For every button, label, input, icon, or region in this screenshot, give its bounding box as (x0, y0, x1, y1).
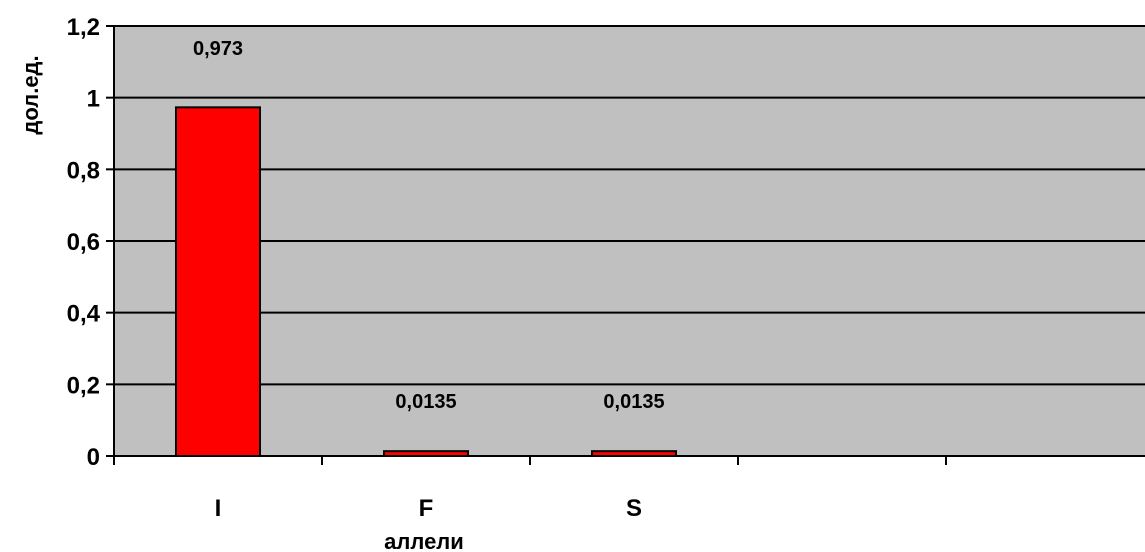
data-label-S: 0,0135 (603, 391, 664, 413)
y-tick-label: 1,2 (67, 14, 100, 41)
y-tick-label: 1 (87, 86, 100, 113)
data-label-I: 0,973 (193, 38, 243, 60)
x-tick-label-I: I (215, 495, 222, 522)
y-tick-label: 0 (87, 444, 100, 471)
axes (106, 25, 1145, 465)
labels: 0 0,2 0,4 0,6 0,8 1 1,2 0,973 I 0,0135 F 0,0135 S (67, 14, 665, 522)
x-tick-label-S: S (626, 495, 642, 522)
y-axis-title: дол.ед. (18, 55, 43, 134)
y-tick-label: 0,4 (67, 301, 101, 328)
bar-I (175, 106, 261, 457)
x-axis-title: аллели (384, 529, 464, 552)
data-label-F: 0,0135 (395, 391, 456, 413)
y-tick-label: 0,6 (67, 229, 100, 256)
gridlines (114, 25, 1145, 386)
bars (175, 106, 677, 458)
x-tick-label-F: F (419, 495, 434, 522)
y-tick-label: 0,8 (67, 157, 100, 184)
y-tick-label: 0,2 (67, 372, 100, 399)
